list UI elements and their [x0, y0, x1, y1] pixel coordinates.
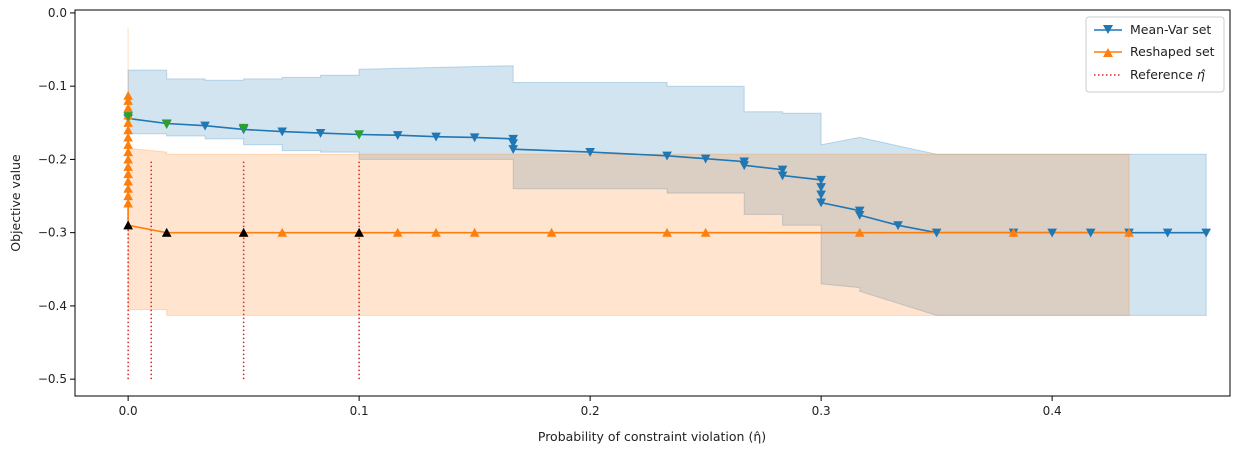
point-reshaped-set-11	[123, 169, 133, 179]
point-reshaped-set-14	[123, 191, 133, 201]
highlight-mean-var-set-0	[123, 112, 133, 122]
x-tick-label-1: 0.1	[350, 404, 369, 418]
y-tick-label-2: −0.2	[38, 152, 67, 166]
point-reshaped-set-25	[662, 227, 672, 237]
point-mean-var-set-9	[469, 133, 480, 143]
band-mean-var-set	[127, 65, 1207, 316]
point-reshaped-set-1	[123, 96, 133, 105]
legend-reshaped-label: Reshaped set	[1130, 44, 1215, 59]
point-mean-var-set-33	[1201, 228, 1212, 238]
point-mean-var-set-20	[816, 175, 826, 185]
legend-reference-math: η̂	[1197, 67, 1206, 82]
point-reshaped-set-10	[123, 161, 133, 171]
point-reshaped-set-6	[123, 132, 133, 142]
x-tick-label-3: 0.3	[812, 404, 831, 418]
point-mean-var-set-2	[200, 121, 210, 131]
point-reshaped-set-26	[700, 227, 711, 237]
point-reshaped-set-23	[469, 227, 480, 237]
point-reshaped-set-21	[392, 227, 403, 237]
point-reshaped-set-29	[1124, 227, 1134, 237]
point-reshaped-set-24	[546, 227, 557, 237]
legend-reference-label: Reference η̂	[1130, 67, 1206, 82]
y-tick-label-0: 0.0	[48, 6, 67, 20]
legend-mean-var-label: Mean-Var set	[1130, 22, 1211, 37]
x-tick-label-4: 0.4	[1043, 404, 1062, 418]
x-axis-label: Probability of constraint violation (η̂)	[538, 429, 766, 444]
point-mean-var-set-5	[315, 128, 326, 138]
point-mean-var-set-17	[739, 161, 750, 171]
point-mean-var-set-12	[508, 145, 519, 154]
y-tick-label-1: −0.1	[38, 79, 67, 93]
series-markers	[123, 90, 1212, 238]
legend: Mean-Var set Reshaped set Reference η̂	[1085, 16, 1225, 93]
legend-reference-text: Reference	[1130, 67, 1197, 82]
point-mean-var-set-8	[431, 132, 441, 142]
highlight-mean-var-set-2	[238, 123, 249, 133]
x-axis: 0.0 0.1 0.2 0.3 0.4	[119, 396, 1062, 418]
point-mean-var-set-29	[1047, 228, 1057, 238]
y-tick-label-4: −0.4	[38, 299, 67, 313]
point-mean-var-set-14	[662, 151, 672, 161]
point-mean-var-set-22	[816, 190, 826, 200]
legend-mean-var-marker	[1103, 25, 1113, 34]
point-reshaped-set-28	[1008, 227, 1019, 237]
plot-frame	[74, 9, 1231, 397]
point-mean-var-set-11	[508, 139, 519, 149]
point-mean-var-set-27	[931, 228, 942, 238]
point-mean-var-set-30	[1085, 228, 1096, 238]
point-reshaped-set-13	[123, 183, 133, 193]
point-reshaped-set-22	[431, 227, 441, 237]
y-axis-label: Objective value	[8, 154, 23, 252]
point-mean-var-set-26	[893, 221, 903, 231]
point-reshaped-set-7	[123, 139, 133, 149]
point-reshaped-set-15	[123, 198, 133, 208]
y-tick-label-3: −0.3	[38, 226, 67, 240]
point-reshaped-set-4	[123, 117, 133, 127]
point-mean-var-set-19	[777, 171, 788, 181]
point-mean-var-set-21	[816, 183, 826, 193]
legend-box	[1085, 16, 1225, 93]
highlight-reshaped-set-2	[238, 227, 249, 237]
highlight-reshaped-set-1	[161, 227, 172, 237]
band-reshaped-set	[127, 27, 1130, 316]
point-reshaped-set-19	[277, 227, 288, 237]
point-reshaped-set-8	[123, 147, 133, 157]
x-tick-label-2: 0.2	[581, 404, 600, 418]
point-mean-var-set-23	[816, 198, 826, 208]
point-reshaped-set-12	[123, 176, 133, 186]
highlight-reshaped-set-0	[123, 220, 133, 230]
legend-reshaped-marker	[1103, 48, 1113, 57]
highlight-mean-var-set-1	[161, 120, 172, 130]
highlight-mean-var-set-3	[354, 130, 364, 140]
plot-background	[75, 10, 1230, 396]
y-tick-label-5: −0.5	[38, 372, 67, 386]
point-mean-var-set-25	[854, 211, 865, 220]
reference-lines	[127, 159, 360, 380]
point-mean-var-set-32	[1162, 228, 1173, 238]
point-reshaped-set-0	[123, 90, 133, 100]
point-mean-var-set-4	[277, 127, 288, 137]
point-mean-var-set-13	[585, 148, 595, 157]
highlight-reshaped-set-3	[354, 227, 364, 237]
point-mean-var-set-18	[777, 165, 788, 175]
point-mean-var-set-15	[700, 154, 711, 164]
point-reshaped-set-9	[123, 154, 133, 164]
point-reshaped-set-27	[854, 227, 865, 237]
y-axis: 0.0 −0.1 −0.2 −0.3 −0.4 −0.5	[38, 6, 75, 386]
point-reshaped-set-5	[123, 125, 133, 135]
point-reshaped-set-2	[123, 103, 133, 113]
point-mean-var-set-7	[392, 131, 403, 141]
x-tick-label-0: 0.0	[119, 404, 138, 418]
confidence-bands	[127, 27, 1207, 316]
